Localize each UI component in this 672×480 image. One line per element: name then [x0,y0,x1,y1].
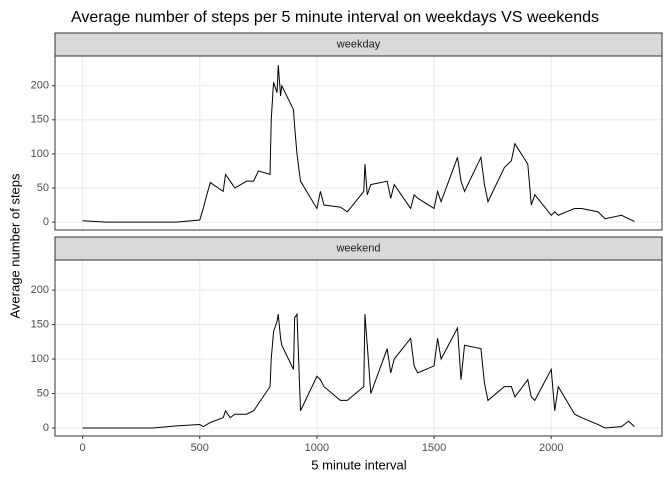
y-tick-label: 0 [43,216,49,228]
x-axis-label: 5 minute interval [311,457,406,472]
y-tick-label: 100 [31,353,49,365]
x-tick-label: 0 [80,442,86,454]
line [82,65,635,223]
y-tick-label: 100 [31,148,49,160]
panel-border [54,55,663,231]
y-tick-label: 200 [31,80,49,92]
x-tick-label: 1500 [422,442,446,454]
line [82,312,635,429]
panel [55,56,662,230]
strip-label: weekend [335,242,380,254]
y-tick-label: 0 [43,422,49,434]
y-axis-label: Average number of steps [7,173,22,319]
y-tick-label: 200 [31,284,49,296]
y-tick-label: 150 [31,318,49,330]
chart-title: Average number of steps per 5 minute int… [71,9,599,26]
y-tick-label: 50 [37,182,49,194]
panel-border [54,259,663,437]
x-tick-label: 2000 [539,442,563,454]
panel [55,260,662,436]
y-tick-label: 50 [37,387,49,399]
x-tick-label: 1000 [305,442,329,454]
x-tick-label: 500 [191,442,209,454]
strip-label: weekday [336,38,381,50]
y-tick-label: 150 [31,114,49,126]
